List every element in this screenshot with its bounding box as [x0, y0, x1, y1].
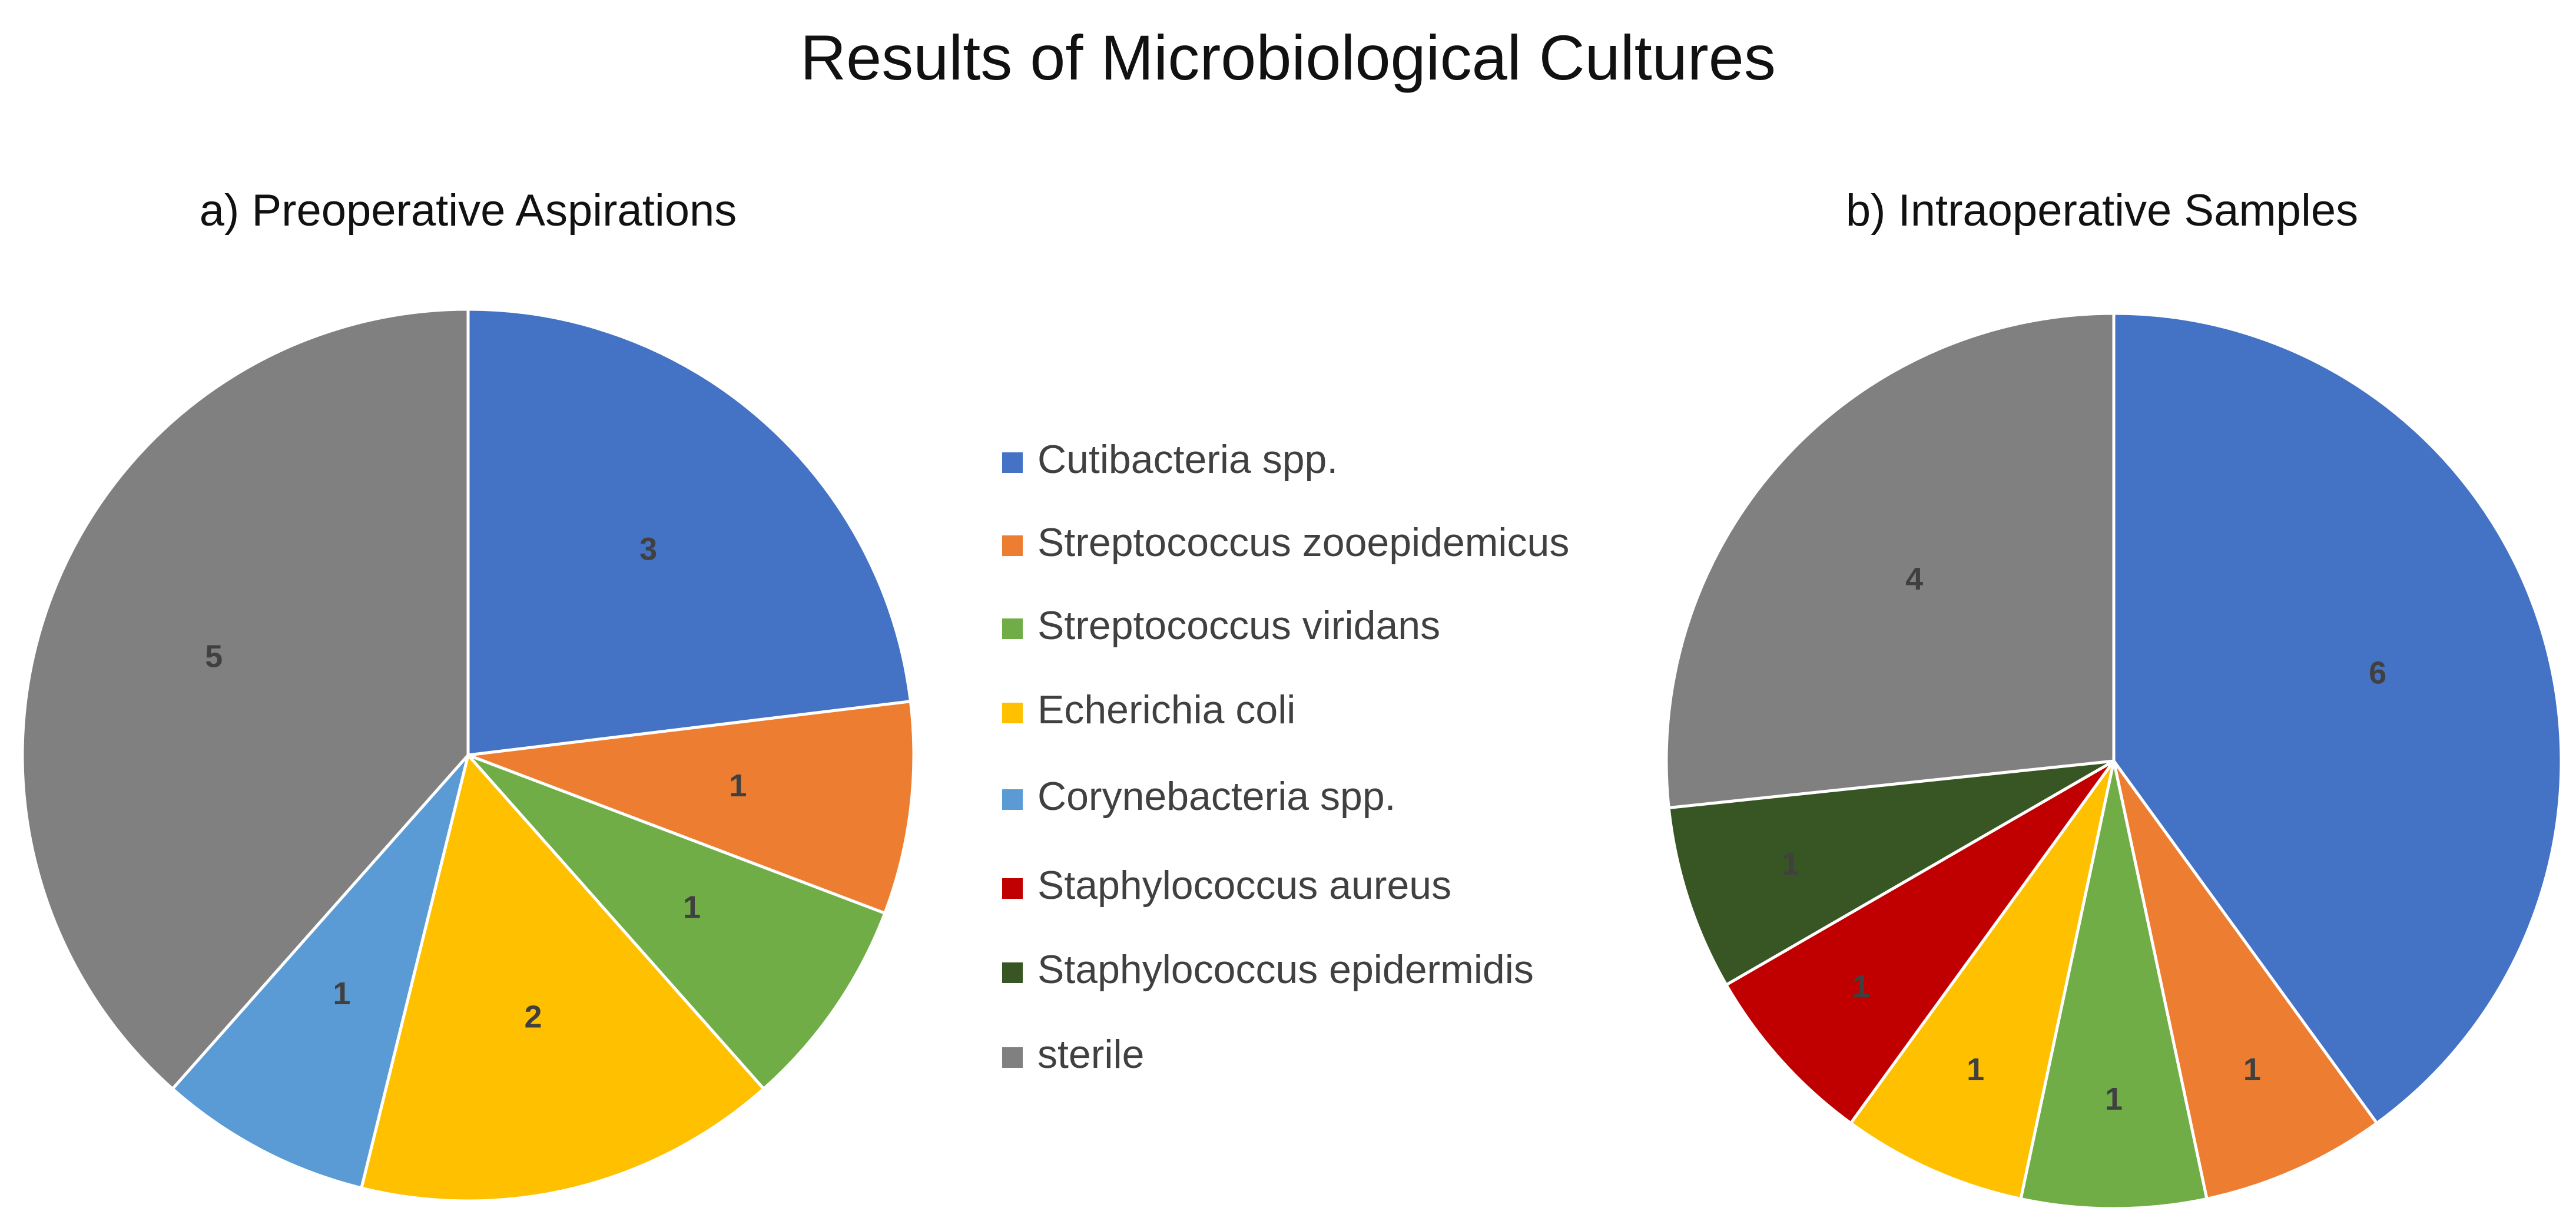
slice-label-streptococcus-zooepidemicus: 1 — [2243, 1052, 2261, 1087]
pie-slice-echerichia-coli — [1848, 760, 2116, 1201]
pie-slice-streptococcus-viridans — [2019, 760, 2209, 1210]
slice-label-staphylococcus-aureus: 1 — [1852, 969, 1870, 1004]
slice-label-cutibacteria-spp: 3 — [639, 532, 657, 567]
pie-slice-sterile — [21, 307, 470, 1091]
legend-swatch-streptococcus-viridans — [1002, 618, 1023, 639]
pie-slice-staphylococcus-aureus — [1724, 759, 2116, 1126]
pie-slice-cutibacteria-spp — [2112, 312, 2563, 1126]
legend-swatch-echerichia-coli — [1002, 703, 1023, 723]
pie-a: 3 1 1 2 1 5 — [21, 307, 916, 1203]
legend-swatch-cutibacteria-spp — [1002, 452, 1023, 473]
legend-label-cutibacteria-spp: Cutibacteria spp. — [1037, 437, 1338, 482]
pie-a-title: a) Preoperative Aspirations — [200, 186, 737, 236]
pie-slice-streptococcus-zooepidemicus — [468, 699, 916, 915]
legend-swatch-sterile — [1002, 1047, 1023, 1068]
pie-b: 6 1 1 1 1 1 4 — [1665, 312, 2563, 1210]
legend-label-streptococcus-zooepidemicus: Streptococcus zooepidemicus — [1037, 520, 1569, 565]
pie-slice-cutibacteria-spp — [466, 307, 913, 757]
legend-swatch-staphylococcus-aureus — [1002, 878, 1023, 899]
legend-label-streptococcus-viridans: Streptococcus viridans — [1037, 603, 1440, 648]
pie-slice-staphylococcus-epidermidis — [1667, 759, 2115, 987]
slice-label-sterile: 4 — [1905, 561, 1923, 597]
slice-label-echerichia-coli: 2 — [524, 1000, 542, 1035]
slice-label-streptococcus-viridans: 1 — [2105, 1081, 2123, 1117]
legend-swatch-streptococcus-zooepidemicus — [1002, 535, 1023, 556]
pie-b-title: b) Intraoperative Samples — [1846, 186, 2358, 236]
legend-label-echerichia-coli: Echerichia coli — [1037, 687, 1295, 732]
legend-label-staphylococcus-epidermidis: Staphylococcus epidermidis — [1037, 947, 1534, 992]
slice-label-streptococcus-zooepidemicus: 1 — [729, 768, 747, 803]
slice-label-echerichia-coli: 1 — [1967, 1052, 1984, 1087]
slice-label-sterile: 5 — [205, 639, 223, 674]
slice-label-cutibacteria-spp: 6 — [2369, 656, 2386, 691]
legend-swatch-staphylococcus-epidermidis — [1002, 962, 1023, 983]
legend-swatch-corynebacteria-spp — [1002, 789, 1023, 810]
slice-label-streptococcus-viridans: 1 — [683, 890, 701, 925]
figure-title: Results of Microbiological Cultures — [800, 22, 1776, 93]
pie-slice-corynebacteria-spp — [170, 754, 470, 1190]
legend-label-corynebacteria-spp: Corynebacteria spp. — [1037, 774, 1396, 819]
pie-slice-sterile — [1665, 312, 2116, 810]
legend: Cutibacteria spp. Streptococcus zooepidem… — [1002, 437, 1569, 1077]
pie-slice-streptococcus-viridans — [467, 753, 887, 1091]
pie-slice-echerichia-coli — [359, 752, 766, 1203]
pie-slice-streptococcus-zooepidemicus — [2112, 760, 2379, 1201]
slice-label-staphylococcus-epidermidis: 1 — [1782, 846, 1799, 882]
slice-label-corynebacteria-spp: 1 — [333, 976, 350, 1011]
legend-label-sterile: sterile — [1037, 1032, 1144, 1077]
legend-label-staphylococcus-aureus: Staphylococcus aureus — [1037, 863, 1451, 908]
